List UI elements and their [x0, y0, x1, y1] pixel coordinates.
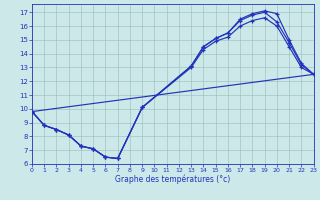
- X-axis label: Graphe des températures (°c): Graphe des températures (°c): [115, 175, 230, 184]
